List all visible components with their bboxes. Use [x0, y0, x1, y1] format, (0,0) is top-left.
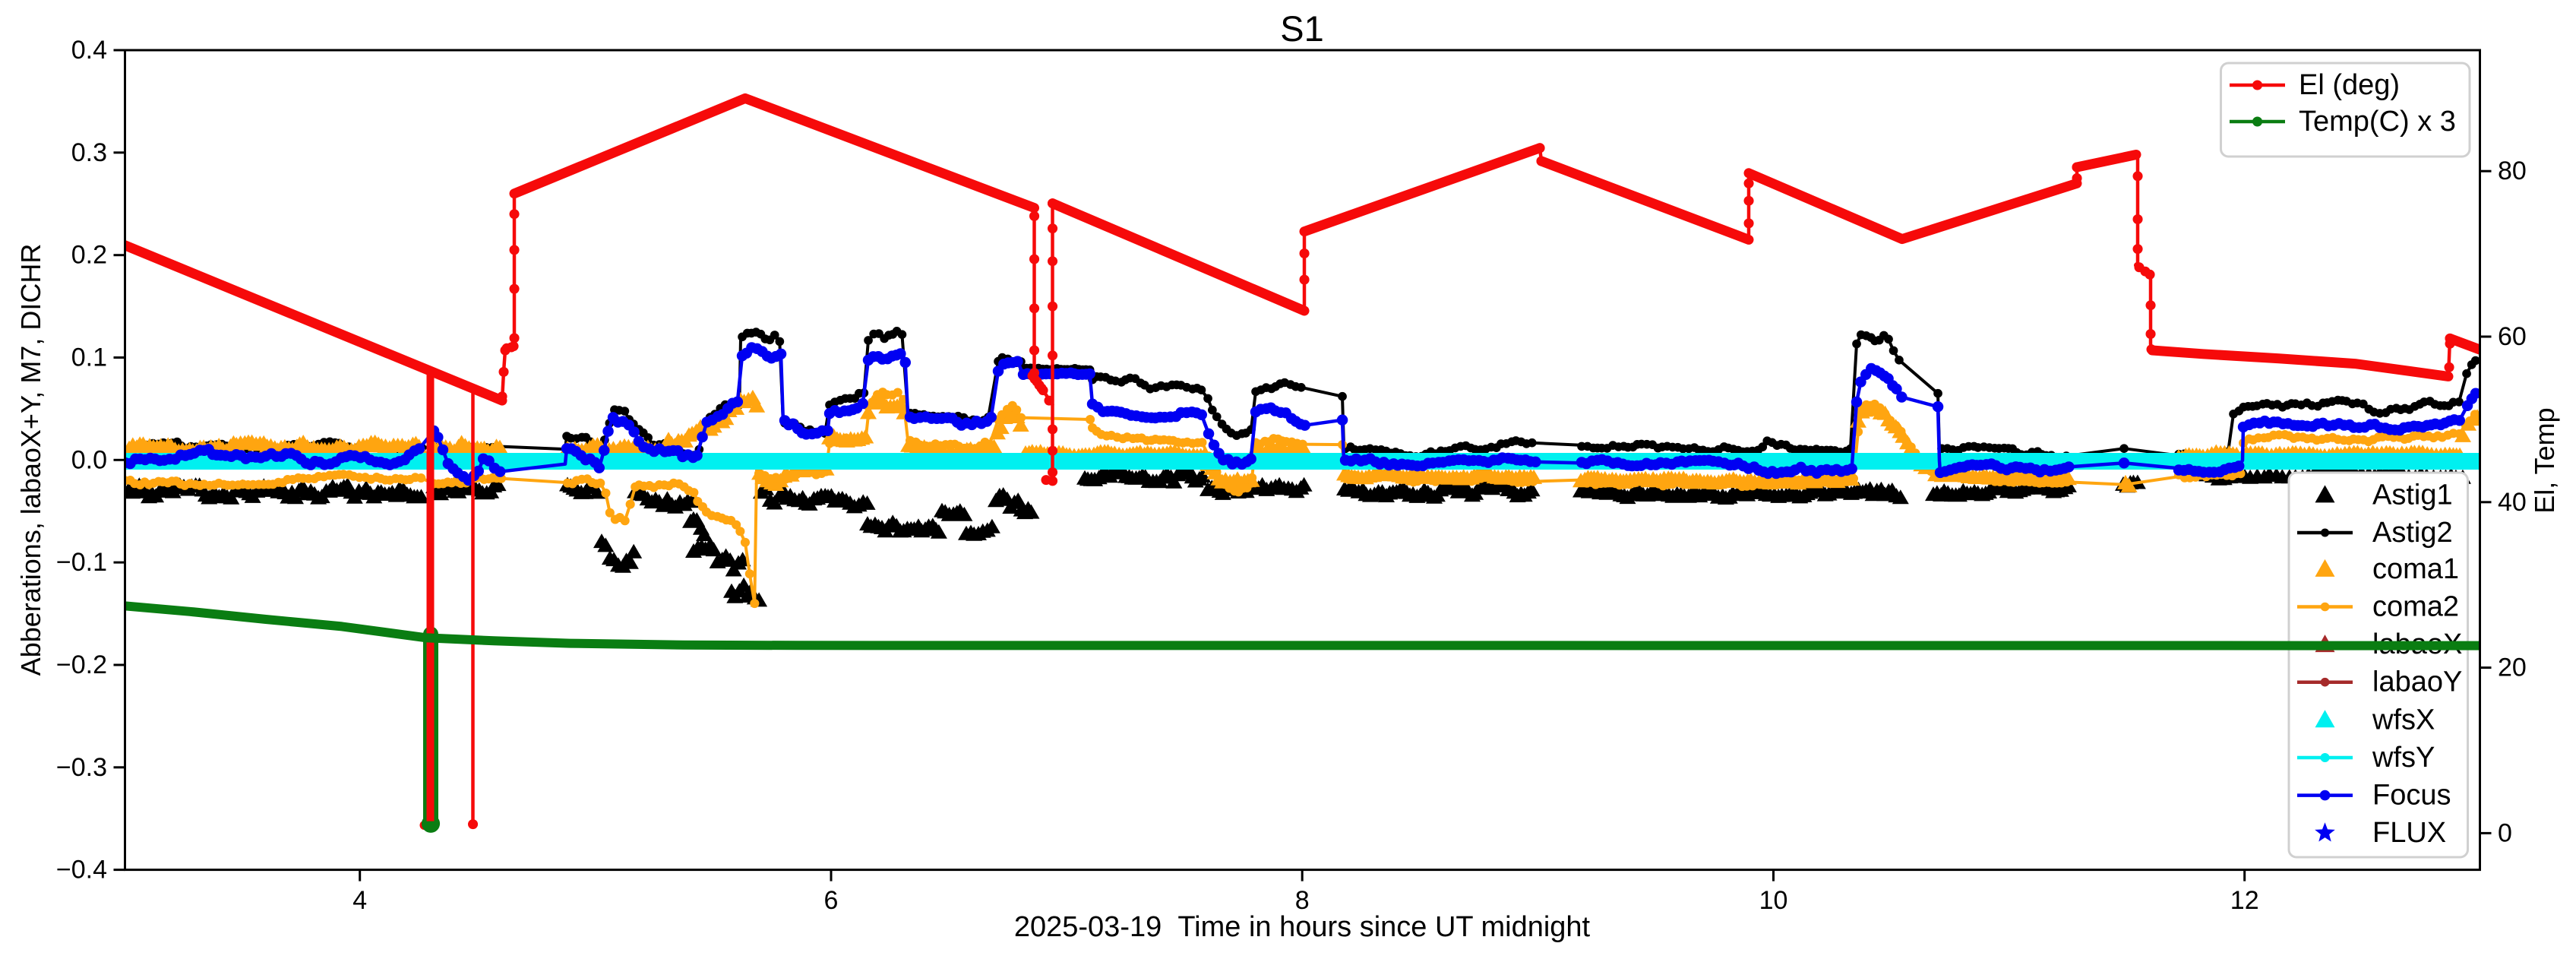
- svg-text:4: 4: [352, 886, 367, 915]
- svg-text:wfsY: wfsY: [2372, 742, 2435, 774]
- svg-text:−0.4: −0.4: [56, 856, 107, 885]
- svg-text:Astig1: Astig1: [2372, 479, 2453, 511]
- svg-text:10: 10: [1759, 886, 1788, 915]
- svg-text:20: 20: [2498, 654, 2527, 682]
- svg-text:0.0: 0.0: [71, 445, 107, 474]
- svg-text:6: 6: [824, 886, 839, 915]
- svg-text:80: 80: [2498, 157, 2527, 185]
- svg-text:0: 0: [2498, 818, 2512, 847]
- svg-text:labaoY: labaoY: [2372, 666, 2462, 698]
- svg-text:60: 60: [2498, 322, 2527, 351]
- svg-text:0.3: 0.3: [71, 138, 107, 167]
- svg-text:0.2: 0.2: [71, 241, 107, 270]
- svg-text:12: 12: [2230, 886, 2259, 915]
- svg-text:−0.2: −0.2: [56, 650, 107, 679]
- svg-text:2025-03-19 Time in hours sinc: 2025-03-19 Time in hours since UT midnig…: [1014, 911, 1591, 943]
- svg-text:S1: S1: [1280, 8, 1324, 49]
- svg-text:coma1: coma1: [2372, 553, 2459, 585]
- svg-text:El, Temp: El, Temp: [2529, 407, 2560, 513]
- svg-text:40: 40: [2498, 488, 2527, 517]
- svg-text:El (deg): El (deg): [2299, 69, 2400, 101]
- svg-text:Temp(C) x 3: Temp(C) x 3: [2299, 106, 2456, 138]
- svg-text:0.4: 0.4: [71, 36, 107, 65]
- svg-text:−0.1: −0.1: [56, 548, 107, 577]
- svg-text:Focus: Focus: [2372, 780, 2451, 812]
- svg-text:Abberations, labaoX+Y, M7, DIC: Abberations, labaoX+Y, M7, DICHR: [15, 244, 46, 676]
- svg-text:coma2: coma2: [2372, 591, 2459, 623]
- svg-text:8: 8: [1295, 886, 1310, 915]
- svg-text:Astig2: Astig2: [2372, 517, 2453, 549]
- svg-text:0.1: 0.1: [71, 343, 107, 372]
- svg-text:FLUX: FLUX: [2372, 817, 2446, 849]
- svg-text:−0.3: −0.3: [56, 753, 107, 782]
- svg-text:wfsX: wfsX: [2372, 704, 2435, 736]
